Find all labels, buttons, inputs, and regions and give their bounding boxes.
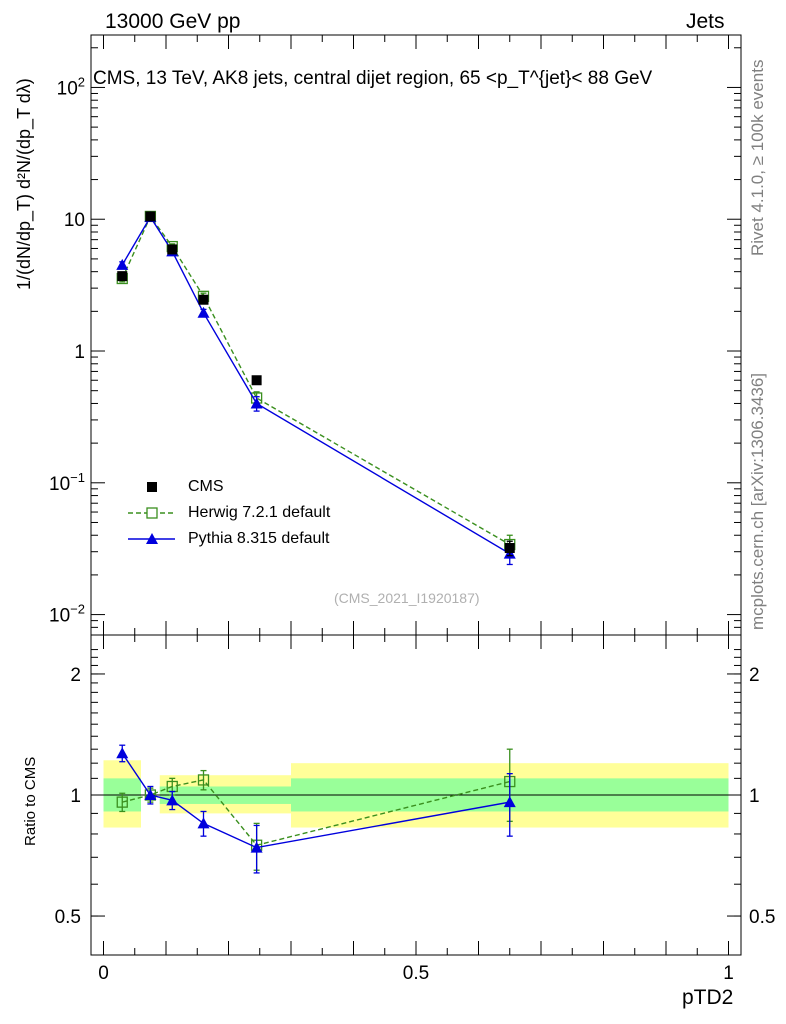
main-cms-point-0 xyxy=(117,271,128,282)
legend-label-herwig: Herwig 7.2.1 default xyxy=(188,504,331,521)
legend-label-cms: CMS xyxy=(188,478,224,495)
legend-marker-pythia xyxy=(146,533,158,544)
header-energy-label: 13000 GeV pp xyxy=(105,10,241,33)
plot-title: CMS, 13 TeV, AK8 jets, central dijet reg… xyxy=(93,68,653,89)
main-pythia-line xyxy=(121,215,511,555)
data-marks xyxy=(116,210,516,874)
ratio-pythia-point-1 xyxy=(144,789,157,800)
main-ytick-exp-1: −1 xyxy=(70,470,85,485)
ratio-pythia-point-3 xyxy=(197,817,210,829)
xtick-label-2: 1 xyxy=(723,963,734,984)
ratio-ytick-label-2: 2 xyxy=(70,665,81,686)
rivet-credit: Rivet 4.1.0, ≥ 100k events xyxy=(748,59,767,256)
main-ytick-label-3: 10 xyxy=(64,210,85,231)
legend xyxy=(128,482,175,544)
axis-ticks: 10−2 10−1 1 10 102 0.5 0.5 1 1 2 2 0 0.5 1 xyxy=(49,35,775,984)
ratio-pythia-point-4 xyxy=(250,841,263,853)
ratio-pythia-point-0 xyxy=(116,747,129,759)
ratio-ytick-label-right-2: 2 xyxy=(749,665,760,686)
legend-marker-herwig xyxy=(146,507,158,519)
main-ytick-label-2: 1 xyxy=(74,342,85,363)
xtick-label-1: 0.5 xyxy=(403,963,429,984)
main-cms-point-2 xyxy=(167,244,178,255)
main-pythia-point-4 xyxy=(250,397,263,409)
main-cms-point-1 xyxy=(145,211,156,222)
legend-label-pythia: Pythia 8.315 default xyxy=(188,530,330,547)
main-ytick-label-1: 10−1 xyxy=(49,470,85,495)
ratio-ytick-label-right-0: 0.5 xyxy=(749,907,775,928)
main-y-axis-label: 1/(dN/dp_T) d²N/(dp_T dλ) xyxy=(14,78,34,290)
main-cms-point-5 xyxy=(504,543,515,554)
main-herwig-line xyxy=(121,215,511,546)
ratio-uncertainty-bands xyxy=(103,760,729,828)
legend-marker-cms xyxy=(147,482,157,492)
main-ytick-label-4: 102 xyxy=(57,74,85,99)
header-category-label: Jets xyxy=(686,10,725,33)
mcplots-credit: mcplots.cern.ch [arXiv:1306.3436] xyxy=(748,372,767,630)
ratio-ytick-label-right-1: 1 xyxy=(749,786,760,807)
analysis-id-label: (CMS_2021_I1920187) xyxy=(334,590,480,606)
ratio-herwig-point-0 xyxy=(116,796,128,808)
ratio-pythia-point-5 xyxy=(503,796,516,808)
ratio-herwig-point-3 xyxy=(197,774,210,786)
ratio-pythia-point-2 xyxy=(166,794,179,806)
main-ytick-exp-0: −2 xyxy=(70,602,85,617)
x-axis-label: pTD2 xyxy=(682,986,734,1009)
ratio-pythia-line xyxy=(121,752,510,849)
main-ytick-label-0: 10−2 xyxy=(49,602,85,627)
main-cms-point-3 xyxy=(198,294,209,305)
xtick-label-0: 0 xyxy=(98,963,109,984)
main-pythia-point-0 xyxy=(116,258,129,270)
ratio-ytick-label-0: 0.5 xyxy=(55,907,81,928)
main-cms-point-4 xyxy=(251,375,262,386)
ratio-y-axis-label: Ratio to CMS xyxy=(22,756,39,846)
main-pythia-point-3 xyxy=(197,306,210,318)
main-ytick-exp-4: 2 xyxy=(78,74,85,89)
ratio-ytick-label-1: 1 xyxy=(70,786,81,807)
